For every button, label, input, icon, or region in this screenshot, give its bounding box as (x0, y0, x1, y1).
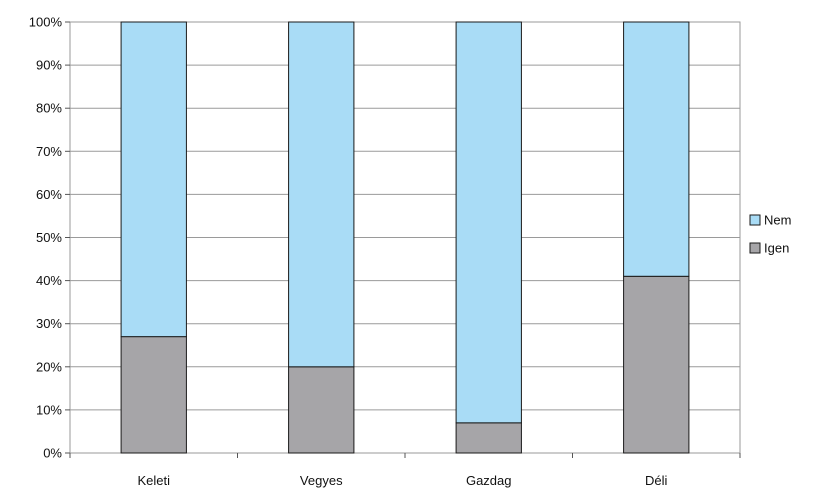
bar-igen (623, 275, 690, 454)
y-tick-label: 20% (36, 359, 62, 374)
x-tick-label: Gazdag (466, 473, 512, 488)
y-tick-label: 80% (36, 101, 62, 116)
y-tick-label: 70% (36, 144, 62, 159)
y-axis: 0% 10% 20% 30% 40% 50% 60% 70% 80% 90% 100% (29, 15, 70, 461)
legend-swatch-igen (749, 242, 761, 254)
bar-igen (288, 366, 355, 454)
bar-nem (288, 21, 355, 368)
bar-nem (623, 21, 690, 277)
y-tick-label: 10% (36, 402, 62, 417)
x-tick-label: Vegyes (300, 473, 343, 488)
y-tick-label: 50% (36, 230, 62, 245)
y-tick-label: 90% (36, 58, 62, 73)
bar-igen (120, 336, 187, 454)
legend-label-nem: Nem (764, 213, 791, 228)
legend-swatch-nem (749, 214, 761, 226)
y-tick-label: 40% (36, 273, 62, 288)
x-tick-label: Keleti (137, 473, 170, 488)
y-tick-label: 30% (36, 316, 62, 331)
bar-nem (120, 21, 187, 338)
y-tick-label: 100% (29, 15, 63, 30)
legend: Nem Igen (749, 213, 791, 256)
bars (120, 21, 690, 454)
bar-nem (455, 21, 522, 424)
x-tick-label: Déli (645, 473, 668, 488)
legend-label-igen: Igen (764, 241, 789, 256)
y-tick-label: 60% (36, 187, 62, 202)
bar-igen (455, 422, 522, 454)
x-axis: Keleti Vegyes Gazdag Déli (69, 453, 741, 488)
y-tick-label: 0% (43, 446, 62, 461)
